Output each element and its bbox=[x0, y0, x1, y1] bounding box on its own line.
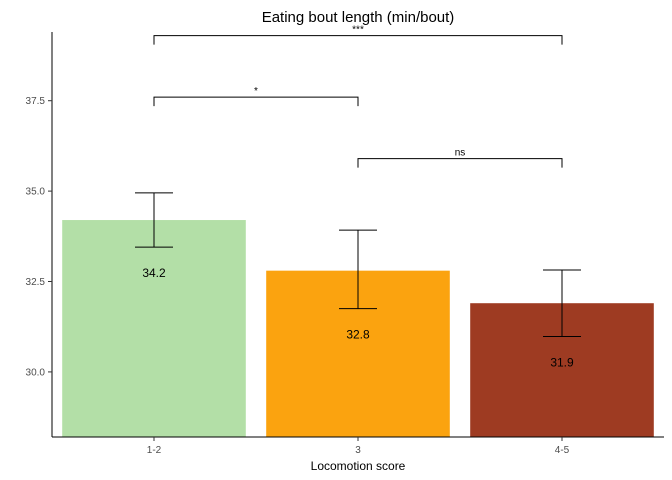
bar-1-2 bbox=[62, 220, 246, 437]
x-tick-label: 4-5 bbox=[555, 445, 570, 456]
significance-bracket-1 bbox=[153, 96, 359, 107]
x-tick-label: 1-2 bbox=[147, 445, 162, 456]
y-tick-label: 30.0 bbox=[26, 367, 46, 378]
data-label-4-5: 31.9 bbox=[550, 355, 574, 369]
x-axis-title: Locomotion score bbox=[311, 459, 406, 473]
data-label-3: 32.8 bbox=[346, 328, 370, 342]
significance-bracket-2 bbox=[153, 35, 563, 45]
x-tick-label: 3 bbox=[355, 445, 361, 456]
y-tick-label: 32.5 bbox=[26, 277, 46, 288]
significance-label-0: ns bbox=[455, 148, 466, 159]
significance-label-1: * bbox=[254, 86, 258, 97]
significance-label-2: *** bbox=[352, 25, 364, 36]
significance-bracket-0 bbox=[357, 158, 563, 168]
plot-area: 34.232.831.9ns****30.032.535.037.51-2 3 4-… bbox=[26, 25, 664, 456]
chart-title: Eating bout length (min/bout) bbox=[262, 9, 455, 26]
y-tick-label: 35.0 bbox=[26, 187, 46, 198]
data-label-1-2: 34.2 bbox=[142, 266, 166, 280]
y-tick-label: 37.5 bbox=[26, 96, 46, 107]
